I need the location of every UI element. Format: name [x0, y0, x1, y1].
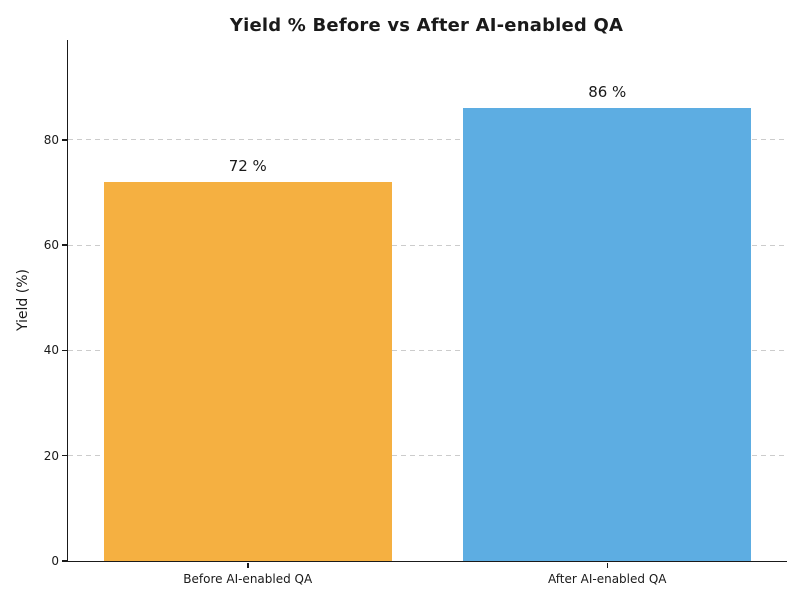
gridline: [68, 139, 787, 141]
y-axis-label: Yield (%): [15, 268, 31, 332]
gridline: [68, 455, 787, 457]
x-tick-mark: [606, 562, 608, 568]
gridline: [68, 244, 787, 246]
plot-area: 0 20 40 60 80 72 % Before AI-enabled QA 86 % Aft…: [44, 40, 787, 586]
x-tick-label: After AI-enabled QA: [548, 572, 667, 586]
y-tick-mark: [61, 244, 67, 246]
bar-value-label: 72 %: [228, 157, 267, 176]
y-tick-label: 40: [43, 343, 59, 358]
y-tick-mark: [61, 139, 67, 141]
gridline: [68, 349, 787, 351]
x-tick-mark: [247, 562, 249, 568]
y-tick-mark: [61, 560, 67, 562]
y-tick-mark: [61, 454, 67, 457]
y-tick-label: 60: [43, 238, 59, 253]
x-tick-label: Before AI-enabled QA: [183, 572, 313, 586]
bar-before-qa: [103, 182, 392, 561]
y-tick-label: 80: [43, 132, 59, 147]
bar-after-qa: [463, 108, 752, 561]
y-tick-label: 20: [43, 448, 59, 463]
bar-value-label: 86 %: [588, 83, 627, 102]
chart-title: Yield % Before vs After AI-enabled QA: [229, 15, 624, 36]
y-tick-label: 0: [51, 554, 59, 568]
y-tick-mark: [61, 349, 67, 352]
